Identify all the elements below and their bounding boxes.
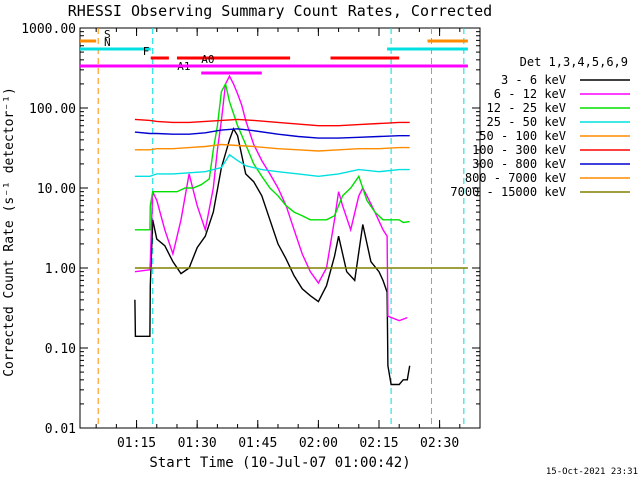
y-axis-label: Corrected Count Rate (s⁻¹ detector⁻¹): [2, 87, 17, 377]
legend-label: 300 - 800 keV: [472, 157, 566, 171]
series-line: [134, 81, 410, 231]
x-tick-label: 01:15: [117, 436, 156, 451]
flag-label: S: [104, 28, 111, 41]
y-tick-label: 10.00: [37, 182, 76, 197]
series-line: [134, 153, 410, 178]
legend-label: 50 - 100 keV: [479, 129, 566, 143]
legend-label: 6 - 12 keV: [494, 87, 566, 101]
plot-area: 1000.00 100.00 10.00 1.00 0.10 0.01 01:15 01:30…: [21, 22, 481, 451]
legend-title: Det 1,3,4,5,6,9: [520, 55, 628, 69]
legend-label: 800 - 7000 keV: [465, 171, 566, 185]
flag-label: F: [143, 45, 150, 58]
legend-label: 3 - 6 keV: [501, 73, 566, 87]
chart-title: RHESSI Observing Summary Count Rates, Co…: [68, 2, 492, 20]
legend-label: 25 - 50 keV: [487, 115, 566, 129]
x-tick-label: 01:45: [238, 436, 277, 451]
legend-label: 7000 - 15000 keV: [450, 185, 566, 199]
x-tick-label: 02:00: [299, 436, 338, 451]
x-tick-label: 01:30: [178, 436, 217, 451]
series-line: [134, 128, 410, 139]
flag-label: A0: [201, 53, 214, 66]
y-tick-label: 1000.00: [21, 22, 76, 37]
series-line: [134, 118, 410, 127]
x-tick-label: 02:15: [359, 436, 398, 451]
y-tick-label: 1.00: [45, 262, 76, 277]
plot-frame: [79, 27, 481, 429]
y-tick-label: 0.01: [45, 422, 76, 437]
date-stamp: 15-Oct-2021 23:31: [546, 467, 638, 477]
y-tick-label: 0.10: [45, 342, 76, 357]
x-axis-label: Start Time (10-Jul-07 01:00:42): [149, 455, 410, 471]
flag-label: N: [104, 36, 111, 49]
series-line: [134, 127, 411, 386]
series-line: [134, 143, 410, 152]
y-tick-label: 100.00: [29, 102, 76, 117]
x-tick-label: 02:30: [420, 436, 459, 451]
legend-label: 100 - 300 keV: [472, 143, 566, 157]
legend-label: 12 - 25 keV: [487, 101, 566, 115]
